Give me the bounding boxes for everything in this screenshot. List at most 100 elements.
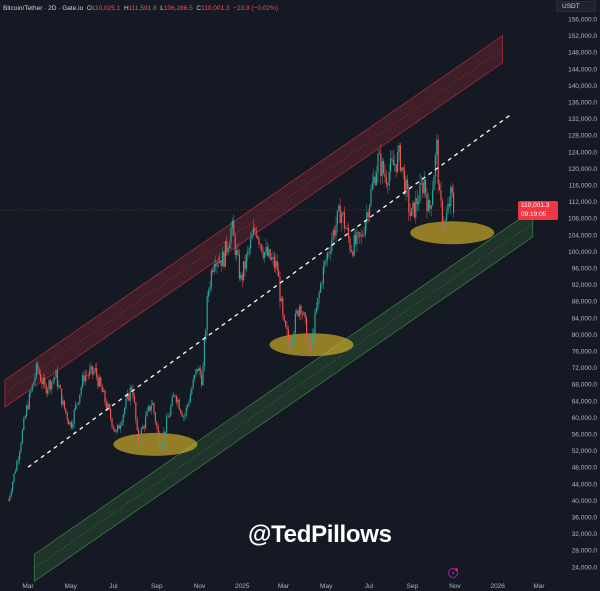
- candle-up: [447, 203, 449, 213]
- candle-up: [245, 254, 247, 269]
- candle-down: [283, 314, 285, 321]
- symbol-legend: Bitcoin/Tether · 2D · Gate.io O110,025.1…: [3, 5, 278, 12]
- candle-up: [432, 190, 434, 206]
- candle-down: [128, 393, 130, 401]
- y-tick-label: 144,000.0: [568, 66, 597, 73]
- candle-down: [154, 412, 156, 423]
- candle-up: [336, 210, 338, 226]
- candle-up: [251, 235, 253, 240]
- candle-up: [290, 343, 292, 350]
- y-tick-label: 28,000.0: [572, 548, 598, 555]
- candle-up: [55, 370, 57, 378]
- candle-up: [280, 298, 282, 302]
- candle-up: [173, 395, 175, 397]
- candle-down: [359, 232, 361, 237]
- x-tick-label: Mar: [278, 583, 290, 590]
- candle-down: [404, 170, 406, 195]
- candle-up: [398, 145, 400, 153]
- candle-down: [175, 395, 177, 403]
- candle-up: [90, 366, 92, 370]
- candle-up: [124, 408, 126, 415]
- candle-up: [299, 305, 301, 317]
- candle-down: [41, 380, 43, 385]
- candle-up: [202, 366, 204, 386]
- y-tick-label: 32,000.0: [572, 531, 598, 538]
- candle-down: [212, 270, 214, 273]
- candle-up: [450, 187, 452, 206]
- candle-down: [395, 164, 397, 172]
- candle-down: [357, 231, 359, 233]
- candle-up: [19, 451, 21, 460]
- candle-down: [112, 426, 114, 429]
- candle-up: [89, 369, 91, 376]
- change-value: −23.8 (−0.02%): [233, 5, 278, 12]
- symbol-title[interactable]: Bitcoin/Tether · 2D · Gate.io: [3, 5, 84, 12]
- watermark: @TedPillows: [248, 521, 392, 548]
- candle-down: [287, 329, 289, 340]
- y-tick-label: 96,000.0: [572, 266, 598, 273]
- candle-up: [364, 222, 366, 235]
- candle-up: [248, 248, 250, 251]
- candle-down: [306, 318, 308, 341]
- candle-down: [402, 167, 404, 171]
- y-tick-label: 80,000.0: [572, 332, 598, 339]
- candle-up: [195, 369, 197, 375]
- candle-down: [310, 340, 312, 347]
- candle-up: [317, 298, 319, 309]
- candle-down: [138, 429, 140, 443]
- candle-down: [343, 212, 345, 228]
- candle-down: [273, 256, 275, 268]
- candle-down: [105, 402, 107, 409]
- candle-down: [27, 405, 29, 410]
- candle-up: [150, 404, 152, 411]
- candle-up: [139, 440, 141, 443]
- candle-down: [143, 426, 145, 428]
- candle-down: [383, 161, 385, 174]
- candle-down: [215, 263, 217, 267]
- candle-up: [325, 259, 327, 262]
- x-tick-label: May: [320, 583, 333, 590]
- candle-up: [163, 431, 165, 444]
- lightning-icon[interactable]: [448, 568, 458, 578]
- candle-down: [408, 189, 410, 213]
- currency-button[interactable]: USDT: [556, 1, 596, 12]
- x-tick-label: Nov: [194, 583, 206, 590]
- y-tick-label: 104,000.0: [568, 232, 597, 239]
- x-tick-label: 2025: [235, 583, 250, 590]
- candle-up: [411, 208, 413, 216]
- candle-up: [213, 263, 215, 273]
- y-tick-label: 128,000.0: [568, 133, 597, 140]
- candle-down: [413, 202, 415, 218]
- candle-down: [108, 403, 110, 410]
- candle-up: [252, 227, 254, 236]
- candle-up: [28, 392, 30, 410]
- candle-up: [240, 274, 242, 279]
- candle-down: [156, 422, 158, 427]
- resistance-channel-midline: [4, 48, 503, 394]
- candle-down: [259, 244, 261, 245]
- candle-up: [13, 473, 15, 483]
- candle-down: [180, 409, 182, 413]
- candle-down: [297, 310, 299, 317]
- support-channel: [33, 209, 534, 583]
- candle-down: [440, 190, 442, 201]
- candle-up: [293, 332, 295, 340]
- candle-up: [16, 461, 18, 472]
- candle-up: [436, 139, 438, 156]
- candle-up: [82, 375, 84, 388]
- y-tick-label: 72,000.0: [572, 365, 598, 372]
- candle-down: [61, 388, 63, 405]
- y-tick-label: 140,000.0: [568, 83, 597, 90]
- x-tick-label: Jul: [365, 583, 374, 590]
- candle-up: [250, 239, 252, 249]
- candle-down: [339, 205, 341, 223]
- candle-down: [220, 260, 222, 267]
- candle-down: [40, 373, 42, 381]
- candle-up: [189, 394, 191, 403]
- candle-up: [194, 374, 196, 380]
- candle-down: [241, 274, 243, 281]
- y-tick-label: 100,000.0: [568, 249, 597, 256]
- candle-down: [448, 203, 450, 206]
